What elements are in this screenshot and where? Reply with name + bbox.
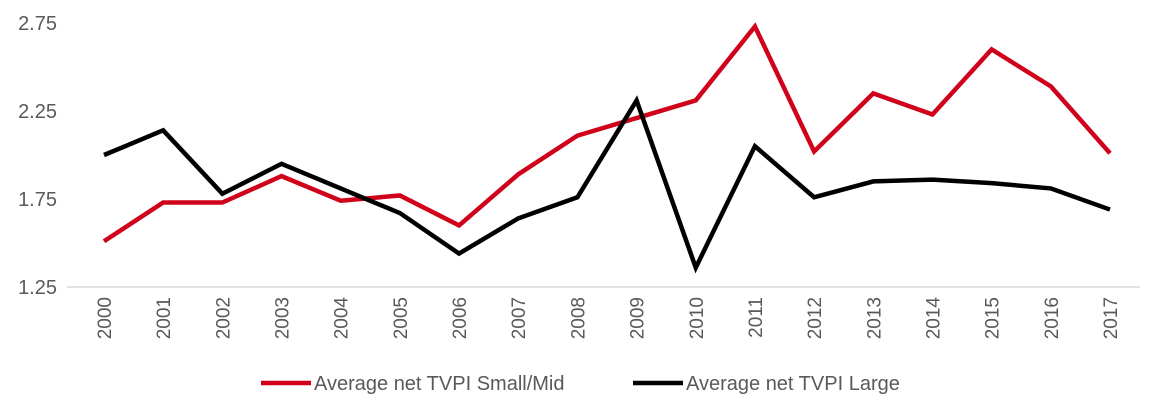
series-line-1 <box>103 95 1111 274</box>
x-tick-label: 2016 <box>1042 297 1063 339</box>
x-tick-label: 2003 <box>273 297 294 339</box>
legend-item-1: Average net TVPI Large <box>633 373 900 395</box>
legend-item-0: Average net TVPI Small/Mid <box>261 373 565 395</box>
x-tick-label: 2002 <box>213 297 234 339</box>
series-line-0 <box>102 22 1112 244</box>
y-tick-label: 1.25 <box>18 277 57 299</box>
x-tick-label: 2017 <box>1101 297 1122 339</box>
x-tick-label: 2010 <box>687 297 708 339</box>
y-tick-label: 2.25 <box>18 101 57 123</box>
x-tick-label: 2007 <box>509 297 530 339</box>
x-tick-label: 2008 <box>568 297 589 339</box>
x-tick-label: 2009 <box>628 297 649 339</box>
x-tick-label: 2004 <box>332 297 353 340</box>
x-tick-label: 2012 <box>805 297 826 339</box>
x-tick-label: 2001 <box>154 297 175 339</box>
y-tick-label: 1.75 <box>18 189 57 211</box>
x-tick-label: 2015 <box>983 297 1004 339</box>
x-tick-label: 2005 <box>391 297 412 339</box>
x-tick-label: 2013 <box>864 297 885 339</box>
x-tick-label: 2014 <box>923 297 944 340</box>
legend-label: Average net TVPI Small/Mid <box>314 373 565 395</box>
legend-label: Average net TVPI Large <box>686 373 900 395</box>
x-tick-label: 2006 <box>450 297 471 339</box>
x-tick-label: 2000 <box>95 297 116 339</box>
y-tick-label: 2.75 <box>18 13 57 35</box>
x-tick-label: 2011 <box>746 297 767 338</box>
